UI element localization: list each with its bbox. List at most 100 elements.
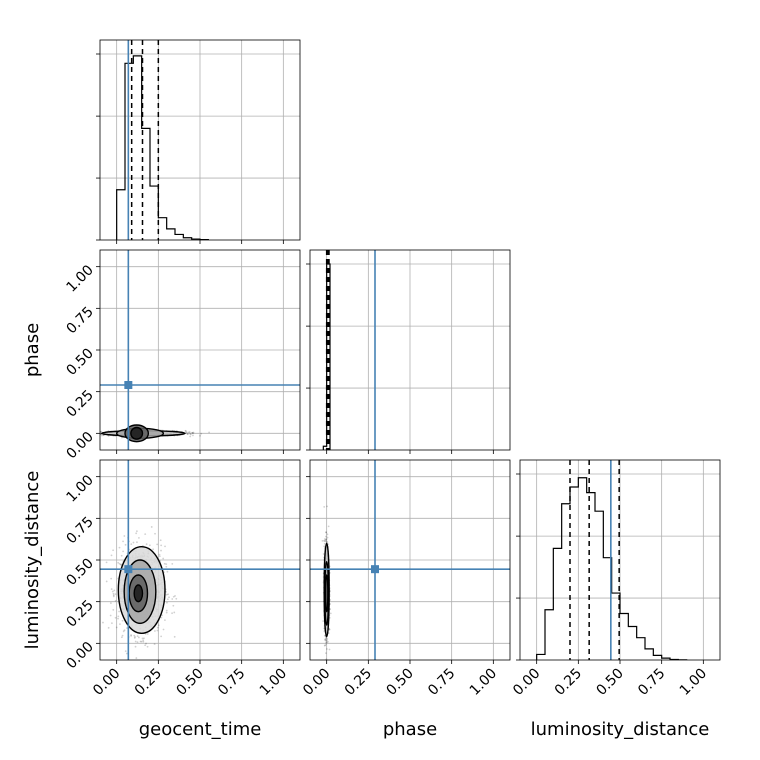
y-tick-label: 0.00 [63,639,96,672]
sample-point [163,562,166,565]
histogram-luminosity_distance [536,477,688,660]
sample-point [137,636,140,639]
sample-point [141,637,144,640]
sample-point [326,641,328,644]
sample-point [166,598,169,601]
sample-point [324,637,327,640]
sample-point [323,644,326,647]
sample-point [143,637,145,640]
y-tick-label: 0.75 [63,514,96,547]
sample-point [121,619,124,622]
sample-point [153,643,156,646]
sample-point [139,640,142,643]
panel-frame [99,39,301,241]
sample-point [166,570,169,573]
sample-point [173,611,176,614]
sample-point [159,539,162,542]
sample-point [154,532,156,535]
sample-point [125,652,128,655]
sample-point [95,436,97,438]
sample-point [158,555,161,558]
panel-frame [99,249,301,451]
sample-point [184,429,187,432]
scatter-panel-phase_vs_geocent_time: 0.00 0.25 0.50 0.75 1.00 [63,249,301,462]
sample-point [189,432,192,435]
sample-point [165,563,168,565]
sample-point [142,639,145,642]
sample-point [162,557,165,560]
x-axis-label-luminosity_distance: luminosity_distance [531,719,710,740]
sample-point [123,535,126,537]
sample-point [200,432,203,435]
sample-point [157,624,160,627]
x-tick-label: 0.00 [510,666,543,699]
sample-point [326,533,329,536]
sample-point [134,636,136,638]
sample-point [323,505,326,508]
hist-panel-geocent_time [96,39,301,244]
sample-point [146,645,149,648]
sample-point [325,648,328,650]
sample-point [328,648,331,651]
sample-point [326,541,329,543]
sample-point [123,629,126,632]
sample-point [329,612,332,615]
sample-point [144,644,147,647]
sample-point [136,641,139,643]
sample-point [323,542,326,545]
sample-point [323,634,326,637]
histogram-phase [322,263,331,450]
sample-point [325,531,327,534]
y-tick-label: 0.25 [63,597,96,630]
sample-point [168,596,170,599]
sample-point [171,612,173,615]
sample-point [165,611,168,614]
sample-point [327,640,329,643]
sample-point [120,563,122,566]
sample-point [322,620,325,622]
sample-point [323,540,326,543]
sample-point [115,626,118,629]
sample-point [160,616,163,619]
panel-frame [99,459,301,661]
sample-point [160,549,162,552]
sample-point [130,543,133,546]
x-tick-label: 0.50 [593,666,626,699]
sample-point [324,539,327,542]
sample-point [208,431,210,434]
sample-point [117,615,120,618]
sample-point [156,543,159,546]
sample-point [165,609,168,612]
sample-point [130,634,132,636]
sample-point [117,617,119,620]
sample-point [165,565,168,568]
sample-point [102,621,104,624]
sample-point [192,434,194,437]
sample-point [323,545,326,548]
sample-point [100,430,103,433]
sample-point [186,433,189,435]
sample-point [191,431,194,434]
sample-point [112,609,115,611]
sample-point [191,431,194,434]
sample-point [321,539,324,542]
y-axis-label-phase: phase [22,323,43,377]
x-tick-label: 0.50 [173,666,206,699]
sample-point [122,630,125,633]
scatter-panel-luminosity_distance_vs_phase: 0.00 0.25 0.50 0.75 1.00 [300,459,511,699]
sample-point [324,638,326,641]
sample-point [324,639,327,642]
sample-point [160,635,163,638]
hist-panel-luminosity_distance: 0.00 0.25 0.50 0.75 1.00 [510,459,721,699]
x-tick-label: 0.00 [300,666,333,699]
sample-point [135,657,138,659]
x-tick-label: 0.50 [383,666,416,699]
sample-point [326,638,329,640]
y-tick-label: 0.25 [63,387,96,420]
x-tick-label: 1.00 [677,666,710,699]
sample-point [114,616,117,619]
sample-point [171,598,174,600]
sample-point [136,530,138,533]
sample-point [186,433,189,436]
